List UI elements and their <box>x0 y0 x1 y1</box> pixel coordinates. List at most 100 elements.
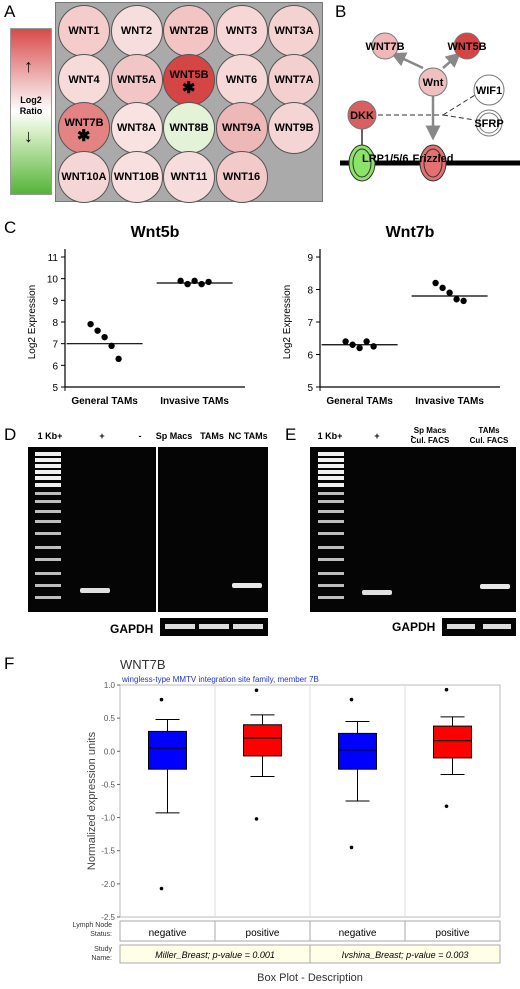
x-tick-label: Invasive TAMs <box>160 396 229 407</box>
ladder-band <box>318 458 344 462</box>
ladder-band <box>318 546 344 549</box>
gene-label: WNT8A <box>116 122 157 134</box>
gene-circle-wnt10a: WNT10A <box>58 150 110 203</box>
sfrp-node <box>475 109 503 137</box>
x-tick-label: General TAMs <box>71 396 138 407</box>
lymph-status-cell: negative <box>149 928 187 939</box>
dkk-node <box>347 100 377 130</box>
lrp-label: LRP1/5/6 <box>362 153 408 165</box>
gel-e-lane-label: - <box>410 431 414 441</box>
data-point <box>446 289 453 296</box>
gene-label: WNT5A <box>116 73 157 86</box>
pathway-diagram: WNT7B WNT5B Wnt WIF1 DKK SFRP LRP1/5/6 F… <box>340 32 520 182</box>
gel-d-pos-band <box>80 588 110 593</box>
y-tick-label: 1.0 <box>104 681 116 690</box>
ladder-band <box>35 546 61 549</box>
data-point <box>205 278 212 286</box>
gene-label: WNT2B <box>169 25 209 37</box>
ladder-band <box>35 476 61 480</box>
gel-e-tams-band <box>480 584 510 589</box>
gene-circle-wnt9b: WNT9B <box>268 102 320 154</box>
outlier-point <box>349 697 354 702</box>
lrp-receptor-inner <box>352 148 372 178</box>
ladder-band <box>318 520 344 523</box>
box-positive <box>433 725 472 759</box>
data-point <box>363 338 370 345</box>
gel-e-lane-tams: TAMs Cul. FACS <box>469 426 509 445</box>
gel-d-lane-label: - <box>138 431 142 441</box>
gel-d-lane-label: TAMs <box>200 431 224 441</box>
ladder-band <box>318 464 344 468</box>
gene-label: WNT5B <box>169 68 209 81</box>
scale-label: Log2 Ratio <box>19 95 43 116</box>
gel-d-lane-label: Sp Macs <box>155 431 193 441</box>
chart-title: Wnt7b <box>386 224 435 241</box>
data-point <box>115 355 122 363</box>
gene-circle-wnt8b: WNT8B <box>163 102 215 154</box>
y-tick-label: 6 <box>52 361 58 372</box>
y-tick-label: 8 <box>307 286 313 297</box>
sfrp-inhibit <box>442 114 476 121</box>
gene-circle-wnt5a: WNT5A <box>110 53 163 106</box>
box-title: WNT7B <box>120 657 166 672</box>
gel-d-lane-label: 1 Kb+ <box>37 431 63 441</box>
panel-e-label: E <box>285 425 297 444</box>
ladder-band <box>35 572 61 575</box>
gene-circle-wnt6: WNT6 <box>215 53 268 106</box>
data-point <box>177 277 184 285</box>
gene-label: WNT7A <box>274 73 314 86</box>
wnt7b-box-plot: WNT7B wingless-type MMTV integration site… <box>73 657 501 984</box>
gene-circle-wnt2: WNT2 <box>110 5 163 57</box>
ladder-band <box>318 483 344 487</box>
gel-d-lane-label: + <box>99 431 105 441</box>
data-point <box>191 277 198 285</box>
panel-c-label: C <box>4 218 17 237</box>
up-arrow: ↑ <box>24 56 33 76</box>
gene-circle-wnt4: WNT4 <box>58 53 110 106</box>
y-tick-label: 0.0 <box>104 747 116 756</box>
gel-d-nctams-band <box>232 583 262 588</box>
gene-label: WNT4 <box>68 73 100 86</box>
ladder-band <box>35 464 61 468</box>
arrow-wnt-wnt5b <box>442 52 461 69</box>
wif1-label: WIF1 <box>476 85 502 97</box>
gel-e-lane-label: 1 Kb+ <box>317 431 343 441</box>
gel-e-lane-sp: Sp Macs Cul. FACS <box>410 426 450 445</box>
gene-label: WNT10B <box>113 170 160 183</box>
ladder-band <box>318 532 344 535</box>
wnt5b-label: WNT5B <box>447 41 486 53</box>
wnt7b-node <box>371 32 399 60</box>
y-tick-label: 6 <box>307 351 313 362</box>
y-tick-label: 5 <box>307 383 313 394</box>
gene-circle-wnt5b: WNT5B <box>163 53 215 106</box>
ladder-band <box>318 452 344 456</box>
ladder-band <box>35 452 61 456</box>
gel-e-gapdh <box>442 618 516 636</box>
box-footer: Box Plot - Description <box>257 972 363 984</box>
ladder-band <box>318 476 344 480</box>
log2-scale-bar <box>10 28 52 195</box>
ladder-band <box>318 572 344 575</box>
y-tick-label: -0.5 <box>101 780 115 789</box>
lymph-status-cell: positive <box>436 928 470 939</box>
y-tick-label: 9 <box>52 296 58 307</box>
gapdh-d-band2 <box>199 624 229 629</box>
ladder-band <box>318 470 344 474</box>
gene-label: WNT6 <box>225 73 258 86</box>
gel-e-lane-label: + <box>374 431 380 441</box>
gapdh-d-band1 <box>165 624 195 629</box>
ladder-band <box>318 596 344 599</box>
ladder-band <box>35 558 61 561</box>
gene-circle-wnt2b: WNT2B <box>163 5 215 57</box>
y-tick-label: 10 <box>47 275 59 286</box>
y-tick-label: 7 <box>307 318 313 329</box>
y-tick-label: 5 <box>52 383 58 394</box>
gene-label: WNT11 <box>170 170 208 183</box>
study-name-2: Ivshina_Breast; p-value = 0.003 <box>342 950 469 960</box>
wnt7b-scatter-chart: Wnt7b 5 6 7 8 9 Log2 Expression General TAMs Inv… <box>282 224 500 407</box>
lymph-row-label: Lymph Node Status: <box>73 922 113 938</box>
gene-label: WNT3A <box>274 25 314 37</box>
wif1-inhibit <box>442 94 476 116</box>
box-negative <box>338 732 377 770</box>
ladder-band <box>35 500 61 503</box>
